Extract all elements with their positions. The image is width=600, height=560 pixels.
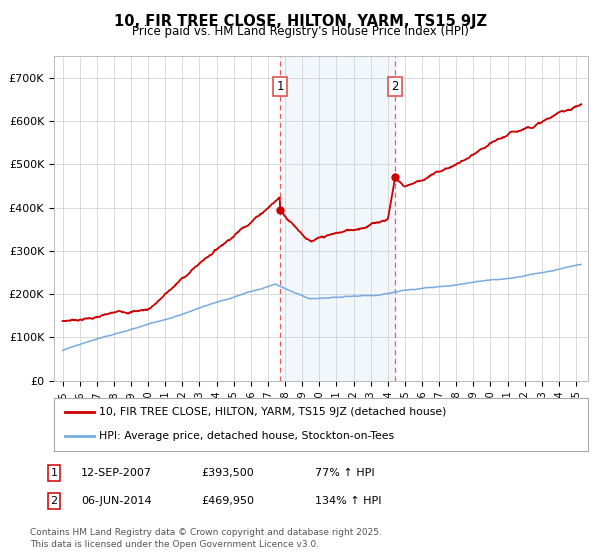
Text: Contains HM Land Registry data © Crown copyright and database right 2025.: Contains HM Land Registry data © Crown c… [30, 528, 382, 536]
Text: 134% ↑ HPI: 134% ↑ HPI [315, 496, 382, 506]
Text: 12-SEP-2007: 12-SEP-2007 [81, 468, 152, 478]
Text: 1: 1 [276, 80, 284, 93]
Text: This data is licensed under the Open Government Licence v3.0.: This data is licensed under the Open Gov… [30, 540, 319, 549]
Text: £393,500: £393,500 [201, 468, 254, 478]
Text: Price paid vs. HM Land Registry's House Price Index (HPI): Price paid vs. HM Land Registry's House … [131, 25, 469, 38]
Text: HPI: Average price, detached house, Stockton-on-Tees: HPI: Average price, detached house, Stoc… [100, 431, 395, 441]
Text: 10, FIR TREE CLOSE, HILTON, YARM, TS15 9JZ: 10, FIR TREE CLOSE, HILTON, YARM, TS15 9… [113, 14, 487, 29]
Text: 10, FIR TREE CLOSE, HILTON, YARM, TS15 9JZ (detached house): 10, FIR TREE CLOSE, HILTON, YARM, TS15 9… [100, 408, 447, 418]
Text: 1: 1 [50, 468, 58, 478]
Text: £469,950: £469,950 [201, 496, 254, 506]
Text: 06-JUN-2014: 06-JUN-2014 [81, 496, 152, 506]
Text: 77% ↑ HPI: 77% ↑ HPI [315, 468, 374, 478]
Bar [280, 56, 395, 381]
Text: 2: 2 [391, 80, 399, 93]
Text: 2: 2 [50, 496, 58, 506]
